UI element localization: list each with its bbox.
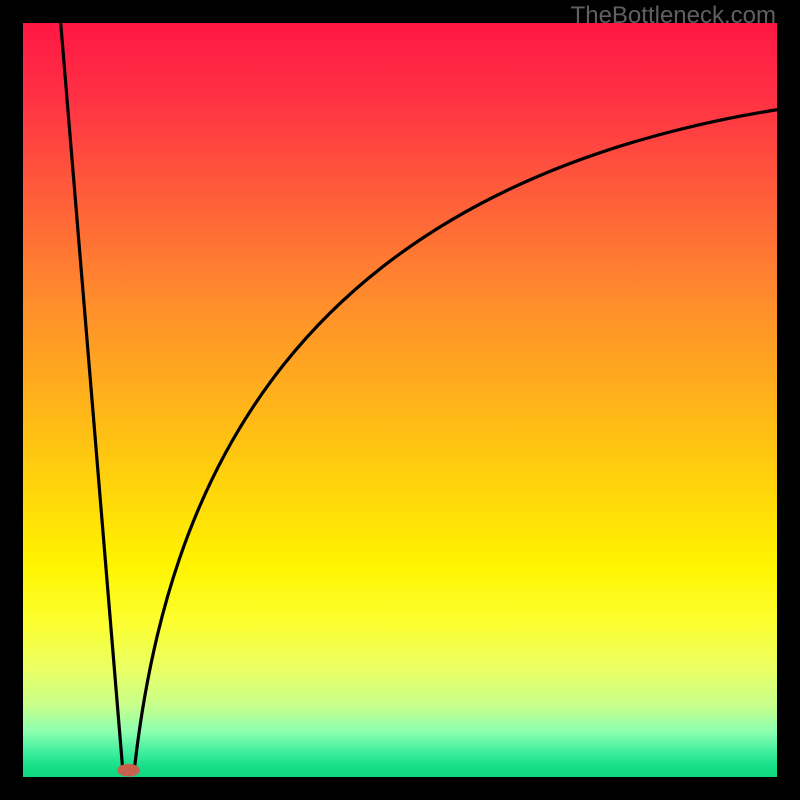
minimum-marker	[117, 764, 140, 777]
plot-area	[23, 23, 777, 777]
watermark-text: TheBottleneck.com	[571, 2, 776, 30]
chart-root: TheBottleneck.com	[0, 0, 800, 800]
left-descent-line	[61, 23, 123, 767]
right-ascending-curve	[135, 110, 777, 767]
plot-svg	[23, 23, 777, 777]
